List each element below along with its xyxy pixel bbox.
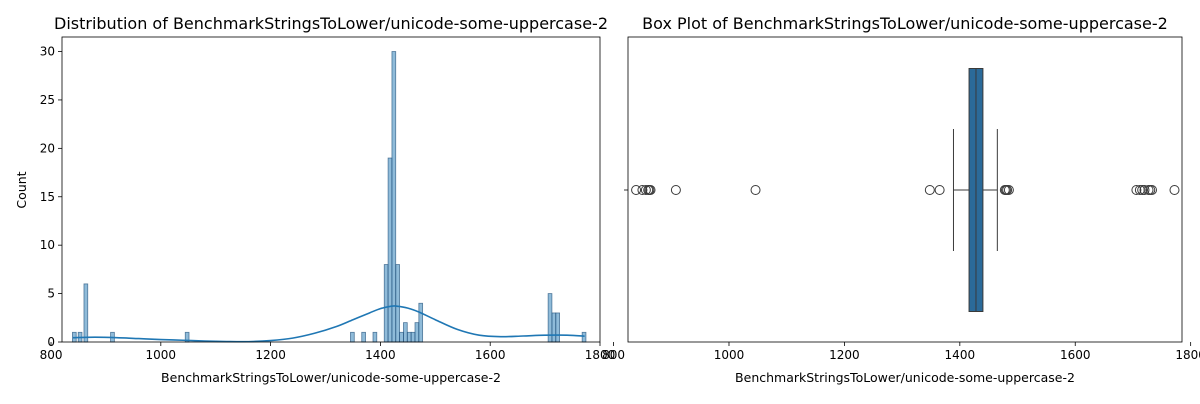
- boxplot-x-tick-label: 1000: [714, 348, 745, 362]
- boxplot-outliers: [631, 185, 1180, 195]
- boxplot-x-tick-label: 1800: [1175, 348, 1200, 362]
- histogram-bar-5: [350, 331, 355, 343]
- histogram-y-tick-label: 20: [40, 141, 55, 155]
- boxplot-body: [952, 68, 998, 312]
- histogram-bar-16: [414, 322, 420, 343]
- boxplot-x-tick-label: 1400: [945, 348, 976, 362]
- histogram-y-tick-label: 10: [40, 238, 55, 252]
- kde-curve: [72, 305, 585, 343]
- histogram-bar-17: [418, 302, 424, 343]
- boxplot-axes-frame: [627, 36, 1183, 343]
- histogram-bar-6: [361, 331, 366, 343]
- histogram-x-tick-label: 1800: [585, 348, 616, 362]
- boxplot-outlier-13: [1003, 185, 1014, 195]
- histogram-bar-15: [410, 331, 416, 343]
- boxplot-panel: Box Plot of BenchmarkStringsToLower/unic…: [602, 14, 1200, 385]
- boxplot-outlier-5: [645, 185, 656, 195]
- boxplot-outlier-0: [631, 185, 642, 195]
- histogram-y-tick-label: 25: [40, 93, 55, 107]
- histogram-bar-7: [372, 331, 378, 343]
- histogram-bar-11: [395, 264, 400, 343]
- histogram-bar-13: [403, 322, 408, 343]
- histogram-bar-8: [383, 264, 389, 343]
- histogram-y-tick-label: 30: [40, 45, 55, 59]
- histogram-bar-10: [391, 51, 397, 343]
- boxplot-outlier-6: [670, 185, 681, 195]
- histogram-bar-14: [406, 331, 412, 343]
- boxplot-outlier-7: [750, 185, 761, 195]
- histogram-bar-20: [555, 312, 560, 343]
- boxplot-outlier-1: [637, 185, 648, 195]
- histogram-bar-19: [551, 312, 557, 343]
- histogram-x-tick-label: 1200: [255, 348, 286, 362]
- boxplot-x-axis-label: BenchmarkStringsToLower/unicode-some-upp…: [735, 370, 1075, 385]
- histogram-bar-21: [581, 331, 587, 343]
- histogram-bars: [72, 51, 587, 343]
- histogram-panel: Distribution of BenchmarkStringsToLower/…: [14, 14, 615, 385]
- boxplot-x-tick-label: 800: [602, 348, 625, 362]
- boxplot-x-tick-label: 1200: [829, 348, 860, 362]
- histogram-y-tick-label: 15: [40, 190, 55, 204]
- histogram-bar-2: [83, 283, 89, 343]
- histogram-y-tick-label: 0: [47, 335, 55, 349]
- histogram-x-tick-label: 1000: [146, 348, 177, 362]
- histogram-y-tick-label: 5: [47, 287, 55, 301]
- histogram-bar-12: [399, 331, 404, 343]
- histogram-x-tick-label: 800: [40, 348, 63, 362]
- histogram-y-ticks: 0 5 10 15 20 25 30: [40, 45, 62, 349]
- boxplot-outlier-17: [1139, 185, 1150, 195]
- histogram-y-axis-label: Count: [14, 171, 29, 208]
- histogram-x-ticks: 800 1000 1200 1400 1600 1800: [40, 342, 616, 362]
- boxplot-x-ticks: 800 1000 1200 1400 1600 1800: [602, 342, 1200, 362]
- histogram-bar-9: [387, 157, 393, 343]
- boxplot-outlier-16: [1137, 185, 1148, 195]
- boxplot-x-tick-label: 1600: [1060, 348, 1091, 362]
- histogram-title: Distribution of BenchmarkStringsToLower/…: [54, 14, 608, 33]
- histogram-x-tick-label: 1400: [365, 348, 396, 362]
- histogram-axes-frame: [61, 36, 601, 343]
- boxplot-outlier-8: [924, 185, 935, 195]
- histogram-x-tick-label: 1600: [475, 348, 506, 362]
- boxplot-title: Box Plot of BenchmarkStringsToLower/unic…: [642, 14, 1168, 33]
- boxplot-outlier-9: [934, 185, 945, 195]
- boxplot-outlier-2: [640, 185, 651, 195]
- boxplot-outlier-20: [1146, 185, 1157, 195]
- histogram-x-axis-label: BenchmarkStringsToLower/unicode-some-upp…: [161, 370, 501, 385]
- boxplot-outlier-21: [1169, 185, 1180, 195]
- boxplot-outlier-14: [1131, 185, 1142, 195]
